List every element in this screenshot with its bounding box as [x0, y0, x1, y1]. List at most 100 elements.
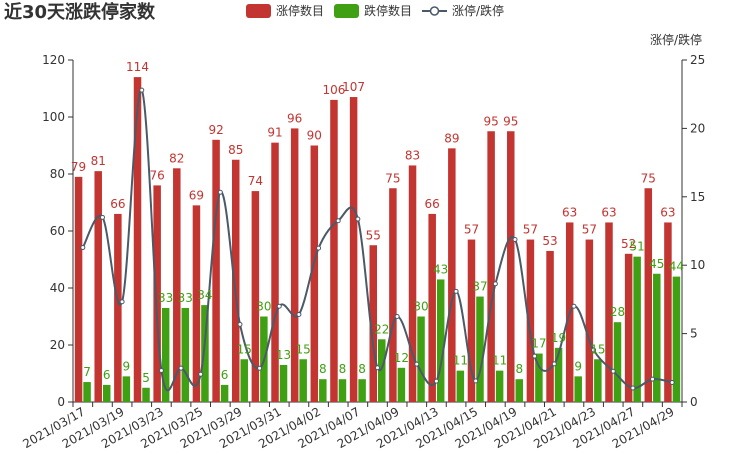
ratio-point[interactable]: [276, 303, 282, 309]
limit-down-bar[interactable]: [378, 339, 386, 402]
ratio-point[interactable]: [571, 303, 577, 309]
limit-up-bar[interactable]: [271, 142, 279, 402]
limit-up-bar[interactable]: [192, 205, 201, 402]
ratio-point[interactable]: [492, 281, 498, 287]
ratio-point[interactable]: [433, 378, 439, 384]
ratio-point[interactable]: [335, 218, 341, 224]
limit-down-bar[interactable]: [554, 347, 563, 402]
limit-up-bar[interactable]: [173, 168, 181, 402]
ratio-point[interactable]: [139, 87, 145, 93]
legend-item-limit-down[interactable]: 跌停数目: [334, 3, 412, 18]
ratio-point[interactable]: [473, 378, 479, 384]
limit-down-bar[interactable]: [495, 370, 504, 402]
ratio-point[interactable]: [453, 288, 459, 294]
limit-up-bar[interactable]: [467, 239, 476, 402]
limit-up-bar[interactable]: [251, 191, 260, 402]
ratio-point[interactable]: [375, 365, 380, 371]
legend-item-limit-up[interactable]: 涨停数目: [246, 3, 324, 18]
limit-up-bar[interactable]: [624, 253, 633, 402]
limit-down-bar[interactable]: [201, 305, 209, 402]
limit-up-bar[interactable]: [448, 148, 456, 402]
ratio-point[interactable]: [237, 321, 243, 327]
limit-up-bar[interactable]: [94, 171, 102, 402]
limit-up-bar[interactable]: [114, 213, 122, 402]
left-axis-tick-label: 60: [50, 224, 65, 238]
limit-up-bar[interactable]: [546, 250, 554, 402]
ratio-point[interactable]: [80, 245, 86, 251]
limit-down-value-label: 33: [158, 291, 173, 305]
limit-down-bar[interactable]: [102, 384, 111, 402]
limit-up-bar[interactable]: [133, 77, 142, 402]
limit-up-bar[interactable]: [212, 139, 220, 403]
limit-down-bar[interactable]: [633, 256, 641, 402]
limit-down-bar[interactable]: [358, 379, 366, 402]
ratio-point[interactable]: [591, 347, 597, 353]
limit-up-bar[interactable]: [231, 159, 240, 402]
limit-up-bar[interactable]: [428, 213, 436, 402]
ratio-point[interactable]: [669, 379, 675, 385]
limit-down-bar[interactable]: [240, 359, 248, 402]
limit-up-value-label: 95: [483, 114, 498, 128]
ratio-point[interactable]: [99, 214, 105, 220]
ratio-point[interactable]: [355, 216, 361, 222]
limit-up-bar[interactable]: [330, 99, 338, 403]
limit-up-bar[interactable]: [389, 188, 397, 402]
limit-down-bar[interactable]: [535, 353, 543, 402]
ratio-point[interactable]: [650, 376, 656, 382]
limit-down-bar[interactable]: [397, 367, 406, 402]
ratio-point[interactable]: [551, 361, 557, 367]
limit-down-bar[interactable]: [83, 382, 91, 402]
limit-up-bar[interactable]: [408, 165, 417, 402]
limit-up-bar[interactable]: [74, 176, 83, 402]
limit-down-bar[interactable]: [417, 316, 425, 403]
limit-up-bar[interactable]: [310, 145, 319, 403]
limit-up-value-label: 82: [169, 151, 184, 165]
limit-up-bar[interactable]: [585, 239, 594, 402]
ratio-point[interactable]: [217, 189, 223, 195]
ratio-point[interactable]: [296, 311, 302, 317]
ratio-point[interactable]: [119, 299, 125, 305]
limit-down-bar[interactable]: [220, 384, 229, 402]
limit-up-bar[interactable]: [605, 222, 613, 402]
ratio-point[interactable]: [198, 371, 204, 377]
limit-down-bar[interactable]: [319, 379, 327, 402]
limit-down-bar[interactable]: [122, 376, 131, 402]
limit-down-bar[interactable]: [574, 376, 582, 402]
limit-up-bar[interactable]: [349, 97, 358, 403]
ratio-point[interactable]: [630, 385, 636, 391]
ratio-point[interactable]: [414, 361, 420, 367]
limit-up-bar[interactable]: [369, 245, 378, 402]
limit-up-bar[interactable]: [526, 239, 535, 402]
legend[interactable]: 涨停数目 跌停数目 涨停/跌停: [246, 3, 504, 18]
limit-down-bar[interactable]: [653, 273, 661, 402]
limit-down-bar[interactable]: [436, 279, 445, 402]
ratio-point[interactable]: [158, 368, 164, 374]
limit-down-bar[interactable]: [456, 370, 465, 402]
limit-down-bar[interactable]: [672, 276, 681, 402]
limit-down-bar[interactable]: [594, 359, 602, 402]
limit-down-bar[interactable]: [279, 364, 288, 402]
limit-up-bar[interactable]: [487, 131, 495, 402]
ratio-point[interactable]: [257, 365, 263, 371]
limit-down-bar[interactable]: [613, 322, 622, 402]
limit-down-bar[interactable]: [161, 307, 170, 402]
limit-down-bar[interactable]: [515, 379, 524, 402]
limit-up-bar[interactable]: [153, 185, 161, 402]
limit-up-value-label: 75: [641, 171, 656, 185]
limit-up-bar[interactable]: [290, 128, 299, 402]
ratio-point[interactable]: [178, 365, 184, 371]
limit-down-bar[interactable]: [338, 379, 347, 402]
limit-down-bar[interactable]: [181, 307, 190, 402]
ratio-point[interactable]: [394, 314, 400, 319]
limit-down-bar[interactable]: [476, 296, 484, 402]
limit-up-bar[interactable]: [507, 131, 515, 402]
limit-up-bar[interactable]: [664, 222, 672, 402]
limit-up-bar[interactable]: [644, 188, 653, 402]
legend-item-ratio[interactable]: 涨停/跌停: [422, 3, 504, 18]
ratio-point[interactable]: [316, 245, 322, 251]
limit-down-bar[interactable]: [142, 387, 150, 402]
ratio-point[interactable]: [532, 353, 538, 359]
ratio-point[interactable]: [512, 236, 518, 242]
ratio-point[interactable]: [610, 368, 616, 374]
limit-down-bar[interactable]: [299, 359, 307, 402]
